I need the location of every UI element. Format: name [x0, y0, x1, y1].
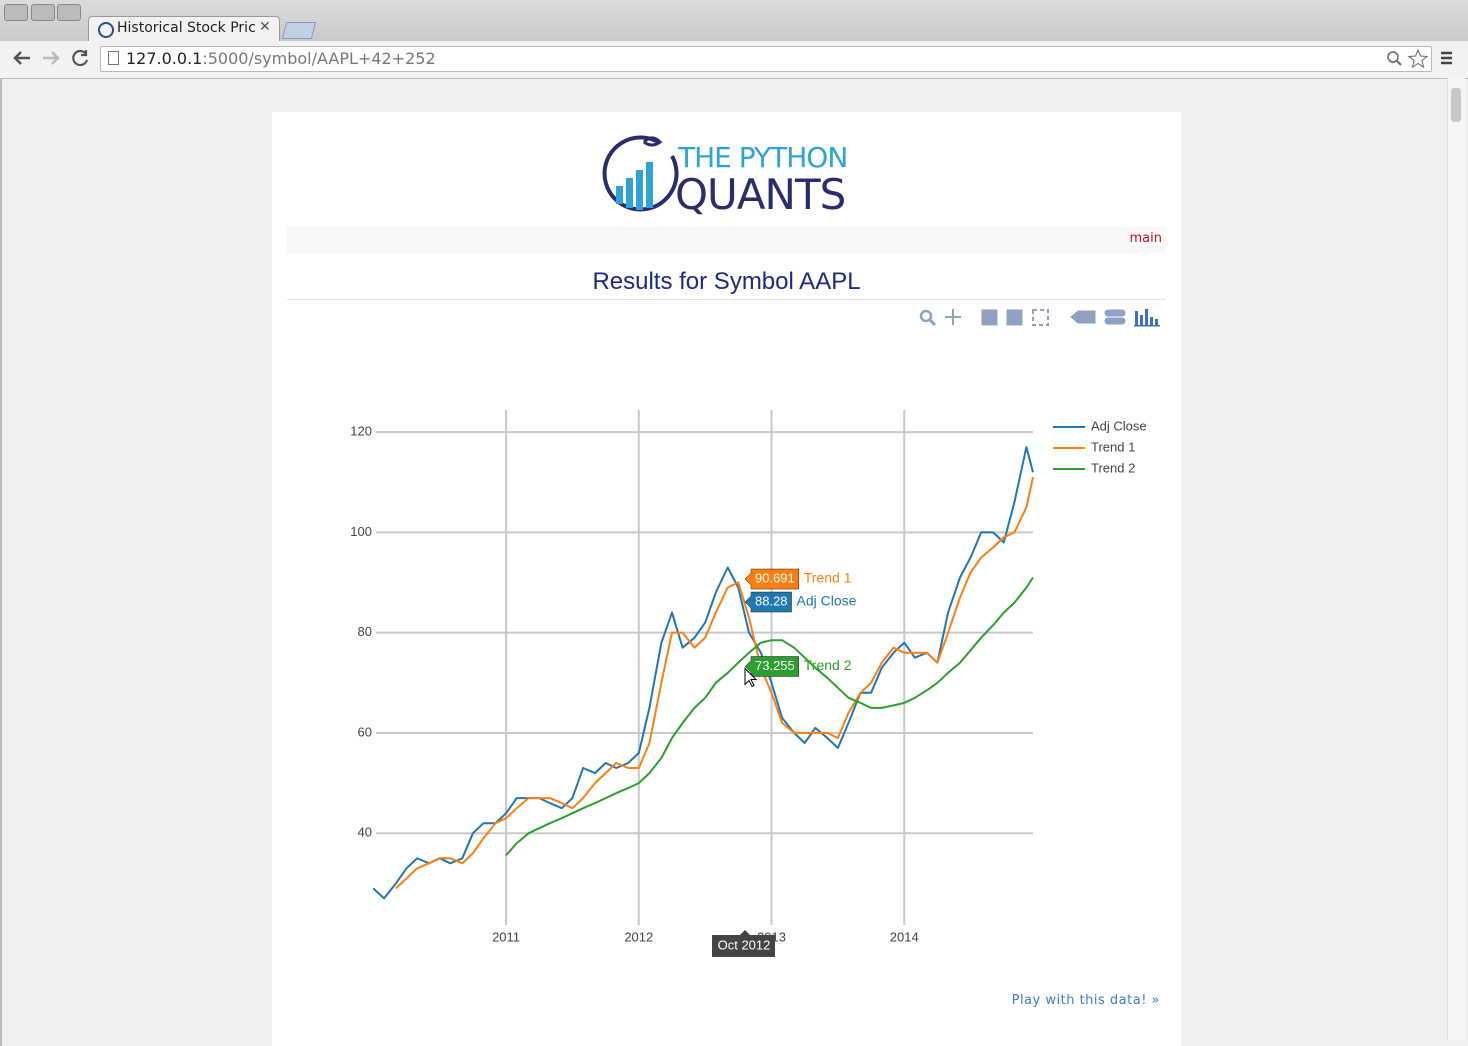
hover-label: 73.255 Trend 2: [744, 656, 852, 677]
x-tick-label: 2014: [890, 929, 919, 944]
bookmark-star[interactable]: [1407, 48, 1429, 69]
logo-mark: [602, 135, 679, 212]
y-tick-label: 80: [358, 624, 372, 639]
logo-bar: [636, 170, 643, 210]
minimize-button[interactable]: [31, 4, 55, 21]
logo-ring: [602, 135, 679, 212]
hover-x-box: [712, 930, 775, 957]
zoom-in-tool[interactable]: [981, 309, 998, 326]
logo-bar: [626, 178, 633, 208]
scrollbar-thumb[interactable]: [1451, 88, 1461, 122]
heading-rule: [287, 299, 1166, 300]
forward-button[interactable]: [43, 51, 60, 65]
y-tick-label: 40: [358, 825, 372, 840]
hover-closest-tool[interactable]: [1070, 310, 1096, 324]
nav-buttons: [13, 49, 89, 67]
logo-top: THE PYTHON: [678, 141, 848, 174]
hover-value: 73.255: [755, 658, 795, 673]
y-tick-label: 120: [350, 424, 372, 439]
legend-label: Trend 1: [1091, 439, 1135, 454]
pan-tool[interactable]: [945, 309, 961, 325]
hover-value: 88.28: [755, 593, 788, 608]
hover-x-text: Oct 2012: [718, 937, 771, 952]
address-bar[interactable]: [100, 46, 1432, 72]
mouse-cursor: [744, 667, 758, 688]
tab-title: Historical Stock Pric: [117, 20, 256, 36]
logo-knot: [642, 136, 663, 147]
reload-button[interactable]: [72, 49, 89, 67]
hover-value: 90.691: [755, 570, 795, 585]
menu-button[interactable]: [1441, 51, 1452, 65]
url-path: :5000/symbol/AAPL+42+252: [202, 49, 436, 68]
y-tick-label: 60: [358, 724, 372, 739]
back-button[interactable]: [13, 51, 30, 65]
modebar: [919, 309, 1160, 327]
close-button[interactable]: [4, 4, 28, 21]
hover-box: [744, 591, 792, 613]
legend-label: Trend 2: [1091, 460, 1135, 475]
hover-compare-tool[interactable]: [1104, 309, 1126, 317]
page-icon: [108, 51, 119, 65]
maximize-button[interactable]: [57, 4, 81, 21]
plotly-logo[interactable]: [1134, 309, 1160, 327]
content-panel: [272, 112, 1181, 1046]
footer-link[interactable]: Play with this data! »: [1011, 993, 1160, 1008]
logo-bottom: QUANTS: [675, 170, 846, 219]
series-line: [505, 576, 1034, 856]
logo-bar: [616, 186, 623, 204]
series-line: [372, 446, 1034, 900]
y-tick-label: 100: [350, 524, 372, 539]
hover-label: 88.28 Adj Close: [744, 591, 857, 613]
hover-x-label: Oct 2012: [712, 930, 775, 957]
zoom-icon[interactable]: [1387, 51, 1399, 63]
heading: Results for Symbol AAPL: [592, 268, 861, 295]
legend-label: Adj Close: [1091, 418, 1147, 433]
active-tab[interactable]: [88, 16, 280, 42]
window-frame: [0, 78, 2, 1046]
zoom-out-tool[interactable]: [1006, 309, 1023, 326]
url-host: 127.0.0.1: [126, 49, 203, 68]
hover-compare-tool: [1104, 317, 1126, 325]
hover-name: Trend 1: [804, 570, 852, 586]
hover-name: Adj Close: [797, 593, 857, 609]
nav-link[interactable]: main: [1129, 231, 1162, 246]
logo-bar: [646, 162, 653, 208]
series-line: [395, 476, 1034, 890]
scrollbar[interactable]: [1447, 78, 1465, 1040]
url: 127.0.0.1:5000/symbol/AAPL+42+252: [126, 49, 436, 68]
x-tick-label: 2012: [624, 929, 653, 944]
zoom-tool[interactable]: [919, 309, 933, 323]
hover-label: 90.691 Trend 1: [744, 568, 852, 590]
tab-favicon: [98, 22, 114, 38]
hover-name: Trend 2: [804, 657, 852, 673]
x-tick-label: 2011: [492, 929, 520, 944]
toolbar-icons: [1387, 48, 1452, 69]
hover-box: [744, 568, 800, 590]
nav-bar: [287, 226, 1166, 253]
zoom-tool-handle: [928, 318, 937, 327]
zoom-icon-handle: [1396, 60, 1402, 66]
autoscale-tool[interactable]: [1032, 309, 1049, 326]
tab-close[interactable]: ✕: [259, 19, 271, 35]
hover-box: [744, 656, 800, 677]
